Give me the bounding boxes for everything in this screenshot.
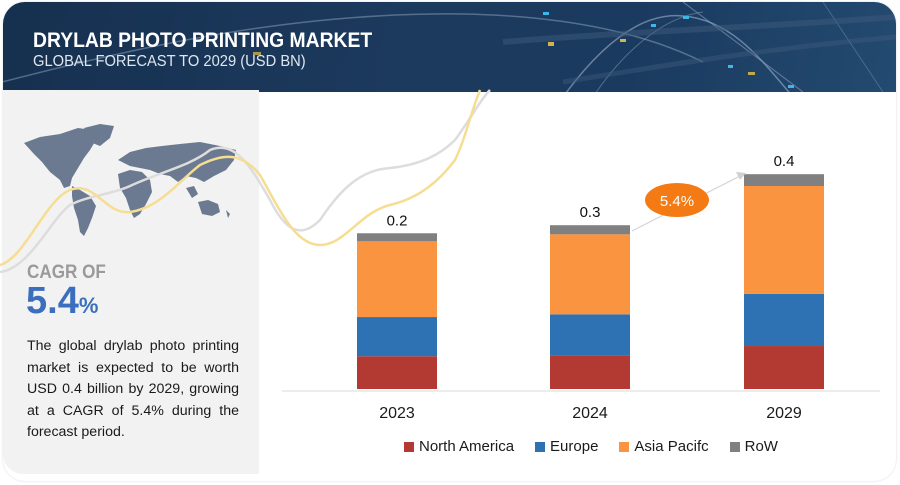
bar-asia-pacifc-2023 xyxy=(357,241,437,318)
legend-item-europe: Europe xyxy=(535,438,598,455)
bar-row-2029 xyxy=(744,174,824,187)
bar-row-2024 xyxy=(550,225,630,235)
total-label-2024: 0.3 xyxy=(580,204,601,221)
legend-label: RoW xyxy=(744,438,778,455)
legend-item-asia-pacifc: Asia Pacifc xyxy=(619,438,709,455)
total-label-2023: 0.2 xyxy=(387,212,408,229)
bar-asia-pacifc-2029 xyxy=(744,186,824,294)
legend-item-north-america: North America xyxy=(404,438,514,455)
legend-item-row: RoW xyxy=(729,438,778,455)
growth-arrow-head xyxy=(736,172,746,180)
legend-label: Asia Pacifc xyxy=(634,438,709,455)
cagr-value: 5.4% xyxy=(26,280,98,323)
bar-europe-2023 xyxy=(357,317,437,357)
header-banner: DRYLAB PHOTO PRINTING MARKET GLOBAL FORE… xyxy=(3,2,896,92)
total-label-2029: 0.4 xyxy=(774,153,795,170)
chart-subtitle: GLOBAL FORECAST TO 2029 (USD BN) xyxy=(33,53,306,70)
legend-swatch xyxy=(535,441,546,452)
x-tick-label-2029: 2029 xyxy=(766,405,802,422)
x-tick-label-2024: 2024 xyxy=(572,405,608,422)
bar-row-2023 xyxy=(357,233,437,242)
cagr-label: CAGR OF xyxy=(27,262,106,283)
cagr-bubble xyxy=(645,183,709,217)
decorative-yellow-wave xyxy=(0,89,482,267)
cagr-bubble-label: 5.4% xyxy=(660,193,694,210)
decorative-gray-wave xyxy=(0,89,491,274)
market-description: The global drylab photo printing market … xyxy=(27,338,239,440)
chart-title: DRYLAB PHOTO PRINTING MARKET xyxy=(33,29,373,52)
bar-asia-pacifc-2024 xyxy=(550,234,630,315)
chart-legend: North America Europe Asia Pacifc RoW xyxy=(404,438,778,455)
legend-label: North America xyxy=(419,438,515,455)
header-light-trails xyxy=(3,2,896,92)
x-tick-label-2023: 2023 xyxy=(379,405,415,422)
bar-europe-2029 xyxy=(744,293,824,347)
legend-swatch xyxy=(619,441,630,452)
legend-swatch xyxy=(404,441,414,452)
bar-north-america-2029 xyxy=(744,346,824,389)
bar-north-america-2023 xyxy=(357,356,437,389)
cagr-number: 5.4 xyxy=(26,280,79,322)
cagr-unit: % xyxy=(78,293,99,318)
legend-label: Europe xyxy=(550,438,599,455)
bar-europe-2024 xyxy=(550,314,630,356)
legend-swatch xyxy=(729,441,740,452)
bar-north-america-2024 xyxy=(550,355,630,389)
